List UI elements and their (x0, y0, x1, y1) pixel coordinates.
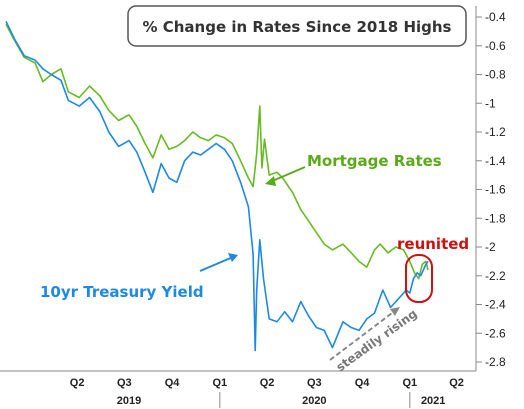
y-tick-label: -1.6 (485, 183, 506, 197)
plot-area: -0.4 -0.6 -0.8 -1 -1.2 -1.4 -1.6 -1.8 -2 -2.2 -2.4… (0, 6, 506, 408)
y-axis-ticks: -0.4 -0.6 -0.8 -1 -1.2 -1.4 -1.6 -1.8 -2 -2.2 -2.4… (476, 10, 506, 369)
mortgage-arrowhead (265, 176, 276, 186)
series-treasury-yield-line (5, 20, 429, 352)
series-mortgage-rates-line (5, 23, 429, 280)
y-tick-label: -1 (485, 96, 496, 110)
steadily-rising-label: steadily rising (334, 306, 420, 374)
x-tick-label: Q4 (355, 377, 371, 389)
y-tick-label: -0.4 (485, 10, 506, 24)
x-year-label: 2020 (302, 395, 326, 407)
steadily-rising-arrow (329, 309, 397, 361)
x-tick-label: Q2 (260, 377, 275, 389)
steadily-rising-arrowhead (390, 307, 400, 316)
treasury-arrowhead (228, 253, 238, 262)
y-tick-label: -0.8 (485, 68, 506, 82)
reunited-oval (405, 254, 433, 303)
x-tick-label: Q2 (70, 377, 85, 389)
treasury-label: 10yr Treasury Yield (40, 283, 204, 301)
chart-title: % Change in Rates Since 2018 Highs (142, 18, 451, 36)
x-tick-label: Q1 (213, 377, 228, 389)
x-tick-label: Q2 (449, 377, 464, 389)
x-year-label: 2019 (117, 395, 141, 407)
mortgage-rates-label: Mortgage Rates (307, 152, 442, 170)
y-tick-label: -1.4 (485, 154, 506, 168)
reunited-label: reunited (397, 235, 469, 253)
x-axis-ticks: Q2 Q3 Q4 Q1 Q2 Q3 Q4 Q1 Q2 2019 2020 2021 (70, 377, 464, 408)
x-tick-label: Q1 (402, 377, 417, 389)
x-tick-label: Q3 (117, 377, 132, 389)
steadily-rising-annotation: steadily rising (329, 306, 420, 374)
y-tick-label: -2.4 (485, 298, 506, 312)
y-tick-label: -1.2 (485, 125, 506, 139)
y-tick-label: -1.8 (485, 211, 506, 225)
series-layer (5, 20, 429, 352)
mortgage-annotation: Mortgage Rates (265, 152, 442, 186)
x-tick-label: Q3 (307, 377, 322, 389)
y-tick-label: -2 (485, 240, 496, 254)
mortgage-arrow (269, 166, 306, 183)
treasury-annotation: 10yr Treasury Yield (40, 253, 238, 301)
chart-title-box: % Change in Rates Since 2018 Highs (127, 5, 467, 47)
x-year-label: 2021 (421, 395, 445, 407)
reunited-annotation: reunited (397, 235, 469, 303)
y-tick-label: -2.8 (485, 355, 506, 369)
y-tick-label: -0.6 (485, 39, 506, 53)
y-tick-label: -2.6 (485, 326, 506, 340)
x-tick-label: Q4 (165, 377, 181, 389)
treasury-arrow (199, 256, 234, 272)
y-tick-label: -2.2 (485, 269, 506, 283)
